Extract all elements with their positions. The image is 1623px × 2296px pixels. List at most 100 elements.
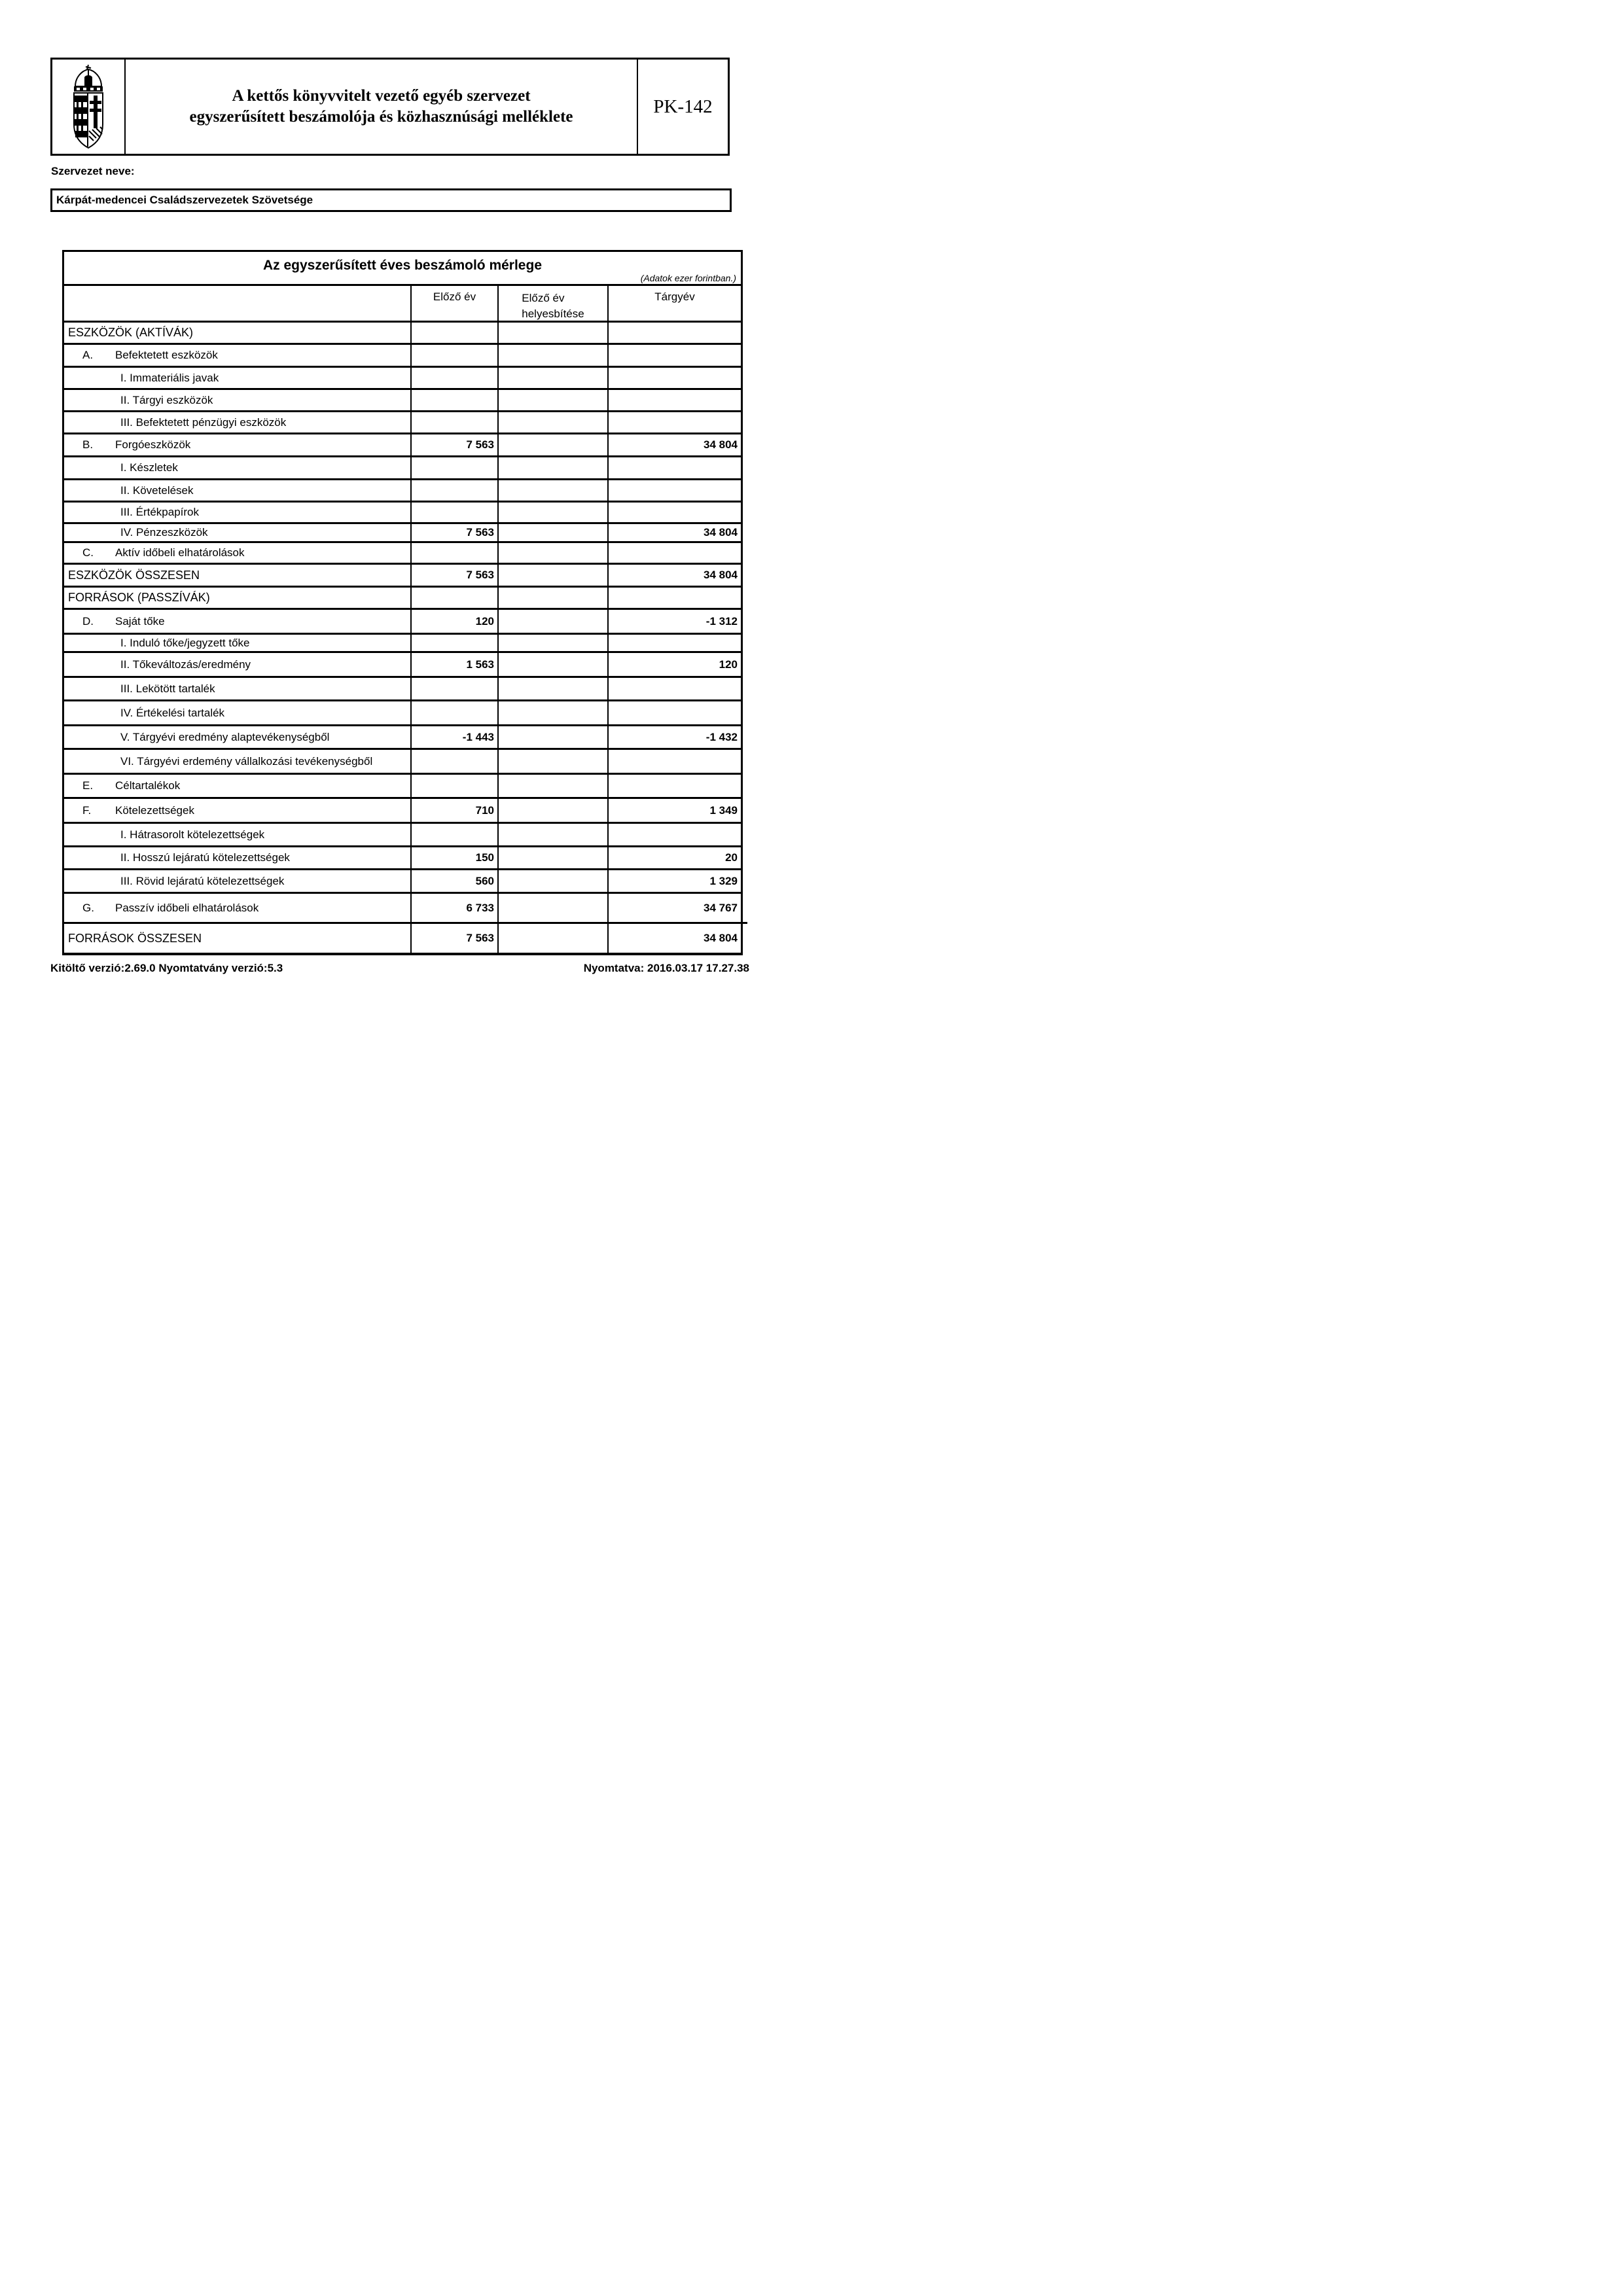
- cell-prev-year: [412, 368, 499, 388]
- cell-current-year: 34 767: [704, 901, 738, 914]
- table-row: I. Induló tőke/jegyzett tőke: [64, 635, 741, 653]
- cell-prev-year: 560: [412, 870, 499, 892]
- cell-prev-year-adjustment: [499, 750, 609, 773]
- row-label-cell: II. Követelések: [64, 480, 412, 501]
- cell-current-year: 34 804: [704, 569, 738, 581]
- col-header-adjustment-line2: helyesbítése: [522, 307, 584, 320]
- row-label: Aktív időbeli elhatárolások: [115, 546, 245, 559]
- cell-prev-year: [412, 345, 499, 366]
- table-row: ESZKÖZÖK (AKTÍVÁK): [64, 323, 741, 345]
- row-label: IV. Pénzeszközök: [120, 526, 208, 539]
- cell-prev-year-adjustment: [499, 368, 609, 388]
- cell-prev-year-adjustment: [499, 799, 609, 822]
- cell-prev-year: 150: [412, 847, 499, 868]
- cell-current-year: [609, 503, 741, 522]
- unit-note: (Adatok ezer forintban.): [640, 273, 736, 283]
- table-row: V. Tárgyévi eredmény alaptevékenységből -…: [64, 726, 741, 750]
- cell-current-year: [609, 775, 741, 797]
- cell-prev-year-adjustment: [499, 434, 609, 455]
- table-title-row: Az egyszerűsített éves beszámoló mérlege…: [64, 252, 741, 286]
- row-label: V. Tárgyévi eredmény alaptevékenységből: [120, 730, 330, 743]
- row-label: I. Hátrasorolt kötelezettségek: [120, 828, 265, 841]
- cell-prev-year-adjustment: [499, 524, 609, 541]
- cell-prev-year: [412, 412, 499, 433]
- cell-current-year: [609, 824, 741, 845]
- cell-prev-year: 1 563: [412, 653, 499, 676]
- cell-prev-year: 7 563: [412, 524, 499, 541]
- row-letter: F.: [82, 804, 92, 817]
- row-letter: C.: [82, 546, 94, 559]
- col-header-empty: [64, 286, 412, 321]
- row-label-cell: II. Hosszú lejáratú kötelezettségek: [64, 847, 412, 868]
- org-name-value: Kárpát-medencei Családszervezetek Szövet…: [56, 194, 313, 206]
- table-row: FORRÁSOK (PASSZÍVÁK): [64, 588, 741, 610]
- row-label: I. Induló tőke/jegyzett tőke: [120, 636, 250, 649]
- cell-current-year: -1 312: [705, 614, 738, 627]
- row-label: FORRÁSOK ÖSSZESEN: [68, 931, 202, 945]
- form-title: A kettős könyvvitelt vezető egyéb szerve…: [126, 60, 638, 154]
- row-label-cell: III. Befektetett pénzügyi eszközök: [64, 412, 412, 433]
- col-header-adjustment-line1: Előző év: [522, 292, 565, 304]
- row-label: Kötelezettségek: [115, 804, 194, 817]
- row-label: FORRÁSOK (PASSZÍVÁK): [68, 591, 210, 604]
- row-label: III. Befektetett pénzügyi eszközök: [120, 415, 287, 429]
- table-row: II. Hosszú lejáratú kötelezettségek 150 20: [64, 847, 741, 870]
- cell-prev-year: [412, 775, 499, 797]
- cell-prev-year-adjustment: [499, 701, 609, 724]
- cell-prev-year-adjustment: [499, 412, 609, 433]
- table-row: B. Forgóeszközök 7 563 34 804: [64, 434, 741, 457]
- table-row: I. Immateriális javak: [64, 368, 741, 390]
- cell-prev-year-adjustment: [499, 726, 609, 748]
- table-row: ESZKÖZÖK ÖSSZESEN 7 563 34 804: [64, 565, 741, 588]
- cell-prev-year-adjustment: [499, 635, 609, 651]
- cell-current-year: [609, 390, 741, 410]
- cell-prev-year: [412, 824, 499, 845]
- row-label: III. Értékpapírok: [120, 506, 199, 518]
- cell-prev-year-adjustment: [499, 847, 609, 868]
- row-label-cell: I. Készletek: [64, 457, 412, 478]
- row-label: Passzív időbeli elhatárolások: [115, 901, 259, 914]
- row-label-cell: C. Aktív időbeli elhatárolások: [64, 543, 412, 563]
- cell-prev-year-adjustment: [499, 824, 609, 845]
- footer-version-info: Kitöltő verzió:2.69.0 Nyomtatvány verzió…: [50, 962, 283, 974]
- cell-prev-year: [412, 323, 499, 343]
- row-letter: B.: [82, 438, 94, 451]
- cell-prev-year: 7 563: [412, 924, 499, 953]
- table-header-row: Előző év Előző év helyesbítése Tárgyév: [64, 286, 741, 323]
- cell-current-year: [609, 678, 741, 699]
- form-header: A kettős könyvvitelt vezető egyéb szerve…: [50, 58, 730, 156]
- table-body: ESZKÖZÖK (AKTÍVÁK) A. Befektetett eszközök…: [64, 323, 741, 953]
- cell-prev-year: 6 733: [412, 894, 499, 922]
- cell-prev-year: [412, 588, 499, 608]
- row-label-cell: V. Tárgyévi eredmény alaptevékenységből: [64, 726, 412, 748]
- row-label-cell: G. Passzív időbeli elhatárolások: [64, 894, 412, 922]
- cell-current-year: [609, 412, 741, 433]
- cell-prev-year-adjustment: [499, 870, 609, 892]
- row-label-cell: A. Befektetett eszközök: [64, 345, 412, 366]
- cell-current-year: [609, 588, 741, 608]
- row-label: II. Követelések: [120, 484, 194, 497]
- cell-prev-year: [412, 503, 499, 522]
- row-label-cell: III. Rövid lejáratú kötelezettségek: [64, 870, 412, 892]
- cell-prev-year-adjustment: [499, 457, 609, 478]
- cell-prev-year: [412, 635, 499, 651]
- cell-prev-year-adjustment: [499, 345, 609, 366]
- logo-cell: [52, 60, 126, 154]
- cell-prev-year-adjustment: [499, 503, 609, 522]
- cell-prev-year: 7 563: [412, 434, 499, 455]
- cell-prev-year-adjustment: [499, 565, 609, 586]
- cell-prev-year: [412, 678, 499, 699]
- cell-prev-year-adjustment: [499, 390, 609, 410]
- cell-current-year: 20: [725, 851, 738, 864]
- table-row: I. Hátrasorolt kötelezettségek: [64, 824, 741, 847]
- row-label: II. Tárgyi eszközök: [120, 393, 213, 406]
- table-row: VI. Tárgyévi erdemény vállalkozási tevék…: [64, 750, 741, 775]
- row-label-cell: B. Forgóeszközök: [64, 434, 412, 455]
- row-label: Céltartalékok: [115, 779, 181, 792]
- row-label: I. Készletek: [120, 461, 178, 474]
- table-row: II. Követelések: [64, 480, 741, 503]
- row-label-cell: IV. Értékelési tartalék: [64, 701, 412, 724]
- row-label-cell: F. Kötelezettségek: [64, 799, 412, 822]
- cell-prev-year-adjustment: [499, 588, 609, 608]
- cell-prev-year: -1 443: [412, 726, 499, 748]
